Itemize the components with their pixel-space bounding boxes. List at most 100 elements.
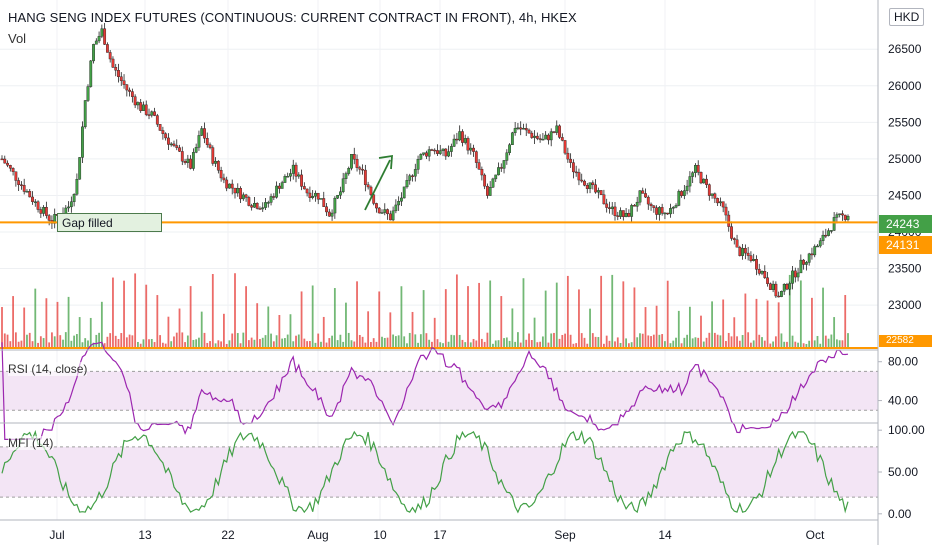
- candle-body: [128, 89, 131, 92]
- volume-bar: [156, 295, 159, 348]
- candle-body: [774, 283, 778, 297]
- candle-body: [627, 213, 631, 217]
- candle-body: [155, 115, 159, 125]
- volume-bar: [164, 343, 167, 348]
- candle-body: [755, 259, 758, 270]
- volume-bar: [314, 342, 317, 348]
- volume-bar: [713, 332, 716, 348]
- candle-body: [211, 147, 215, 164]
- price-tick-label: 26500: [888, 42, 922, 56]
- volume-bar: [386, 337, 389, 348]
- volume-bar: [264, 335, 267, 348]
- volume-bar: [503, 338, 505, 348]
- candle-body: [594, 184, 597, 193]
- volume-bar: [148, 339, 150, 348]
- candle-body: [599, 190, 603, 195]
- candle-body: [339, 191, 342, 196]
- candle-body: [694, 165, 697, 173]
- volume-bar: [461, 339, 464, 348]
- candle-body: [430, 149, 434, 151]
- volume-bar: [630, 342, 633, 348]
- volume-bar: [378, 291, 381, 348]
- volume-bar: [267, 306, 270, 348]
- candle-body: [69, 201, 73, 208]
- candle-body: [350, 154, 353, 169]
- candle-body: [699, 172, 703, 184]
- volume-bar: [114, 335, 117, 348]
- volume-bar: [397, 335, 400, 348]
- candle-body: [727, 214, 731, 227]
- candle-body: [33, 201, 37, 203]
- volume-bar: [816, 335, 819, 348]
- volume-bar: [458, 334, 461, 348]
- volume-bar: [175, 332, 178, 348]
- volume-bar: [253, 339, 256, 348]
- volume-bar: [331, 335, 333, 348]
- candle-body: [810, 253, 814, 256]
- candle-body: [11, 168, 15, 172]
- volume-bar: [161, 342, 164, 348]
- volume-bar: [752, 340, 755, 348]
- candle-body: [400, 197, 403, 202]
- candle-body: [114, 67, 118, 71]
- candle-body: [552, 131, 556, 133]
- gap-filled-callout[interactable]: Gap filled: [57, 213, 162, 232]
- volume-bar: [211, 274, 214, 348]
- candle-body: [624, 213, 628, 217]
- candle-body: [269, 196, 273, 203]
- volume-bar: [59, 335, 62, 348]
- volume-bar: [777, 302, 780, 348]
- candle-body: [272, 196, 276, 198]
- chart-grid: [0, 0, 878, 520]
- time-tick-label: 17: [433, 528, 447, 542]
- candle-body: [657, 207, 661, 215]
- volume-bar: [636, 337, 639, 348]
- candle-body: [386, 209, 389, 215]
- candle-body: [577, 172, 581, 181]
- candle-body: [730, 226, 733, 239]
- candle-body: [289, 173, 292, 177]
- candle-body: [533, 135, 536, 138]
- volume-bar: [145, 284, 148, 348]
- candle-body: [707, 184, 711, 196]
- candle-body: [219, 170, 223, 179]
- candle-body: [846, 215, 850, 220]
- volume-bar: [128, 334, 131, 348]
- candle-body: [768, 283, 772, 290]
- volume-bar: [306, 341, 309, 348]
- candle-body: [44, 207, 48, 216]
- volume-bar: [494, 340, 497, 348]
- volume-bar: [73, 335, 76, 348]
- candle-body: [713, 193, 717, 199]
- volume-bar: [497, 340, 500, 348]
- candle-body: [136, 102, 140, 106]
- indicator-tick-label: 80.00: [888, 355, 918, 369]
- volume-bar: [616, 337, 619, 348]
- volume-bar: [575, 343, 578, 348]
- volume-bar: [259, 339, 261, 348]
- candle-body: [791, 270, 794, 284]
- volume-bar: [345, 302, 347, 348]
- candle-body: [111, 58, 115, 68]
- volume-bar: [583, 337, 586, 348]
- volume-bar: [639, 333, 641, 348]
- time-tick-label: Oct: [806, 528, 825, 542]
- currency-selector[interactable]: HKD: [889, 8, 925, 26]
- volume-bar: [56, 301, 59, 348]
- candle-body: [244, 194, 248, 198]
- candle-body: [186, 158, 190, 163]
- mfi-label: MFI (14): [8, 436, 54, 450]
- candle-body: [566, 152, 570, 160]
- volume-bar: [256, 303, 259, 348]
- candle-body: [277, 185, 281, 189]
- last-price-tag: 24243: [879, 215, 932, 233]
- candle-body: [203, 128, 206, 139]
- volume-bar: [195, 339, 198, 348]
- candle-body: [291, 164, 295, 174]
- volume-bar: [392, 334, 395, 348]
- volume-bar: [48, 342, 51, 348]
- candle-body: [0, 158, 4, 161]
- candle-body: [3, 158, 7, 164]
- candle-body: [522, 128, 525, 130]
